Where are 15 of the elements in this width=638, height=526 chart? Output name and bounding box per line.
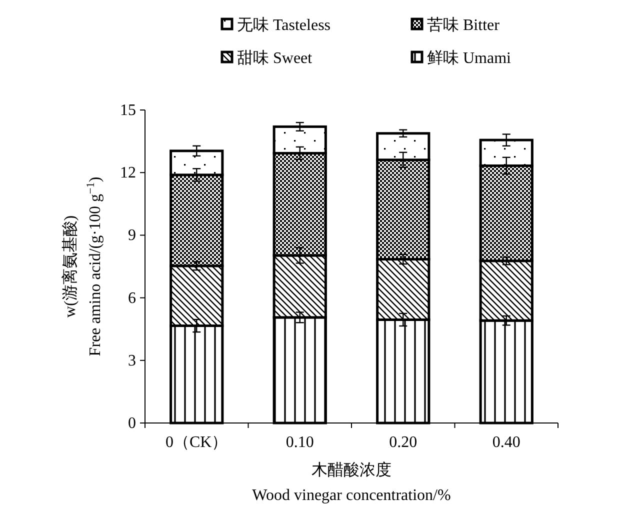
x-tick-label: 0.10 <box>286 434 314 451</box>
x-tick-label: 0.20 <box>389 434 418 451</box>
y-tick-label: 6 <box>128 290 136 307</box>
x-axis-title: 木醋酸浓度 Wood vinegar concentration/% <box>252 461 451 504</box>
y-tick-label: 3 <box>128 352 136 370</box>
x-tick-label: 0（CK） <box>166 434 228 451</box>
y-tick-label: 9 <box>128 227 136 244</box>
legend-label: 苦味 Bitter <box>427 16 500 34</box>
y-tick-label: 0 <box>128 415 136 432</box>
legend-label: 甜味 Sweet <box>237 49 313 67</box>
x-tick-label: 0.40 <box>492 434 520 451</box>
y-tick-label: 12 <box>120 164 136 182</box>
legend-label: 无味 Tasteless <box>237 16 331 34</box>
y-tick-label: 15 <box>120 102 136 119</box>
legend-label: 鲜味 Umami <box>427 49 512 67</box>
